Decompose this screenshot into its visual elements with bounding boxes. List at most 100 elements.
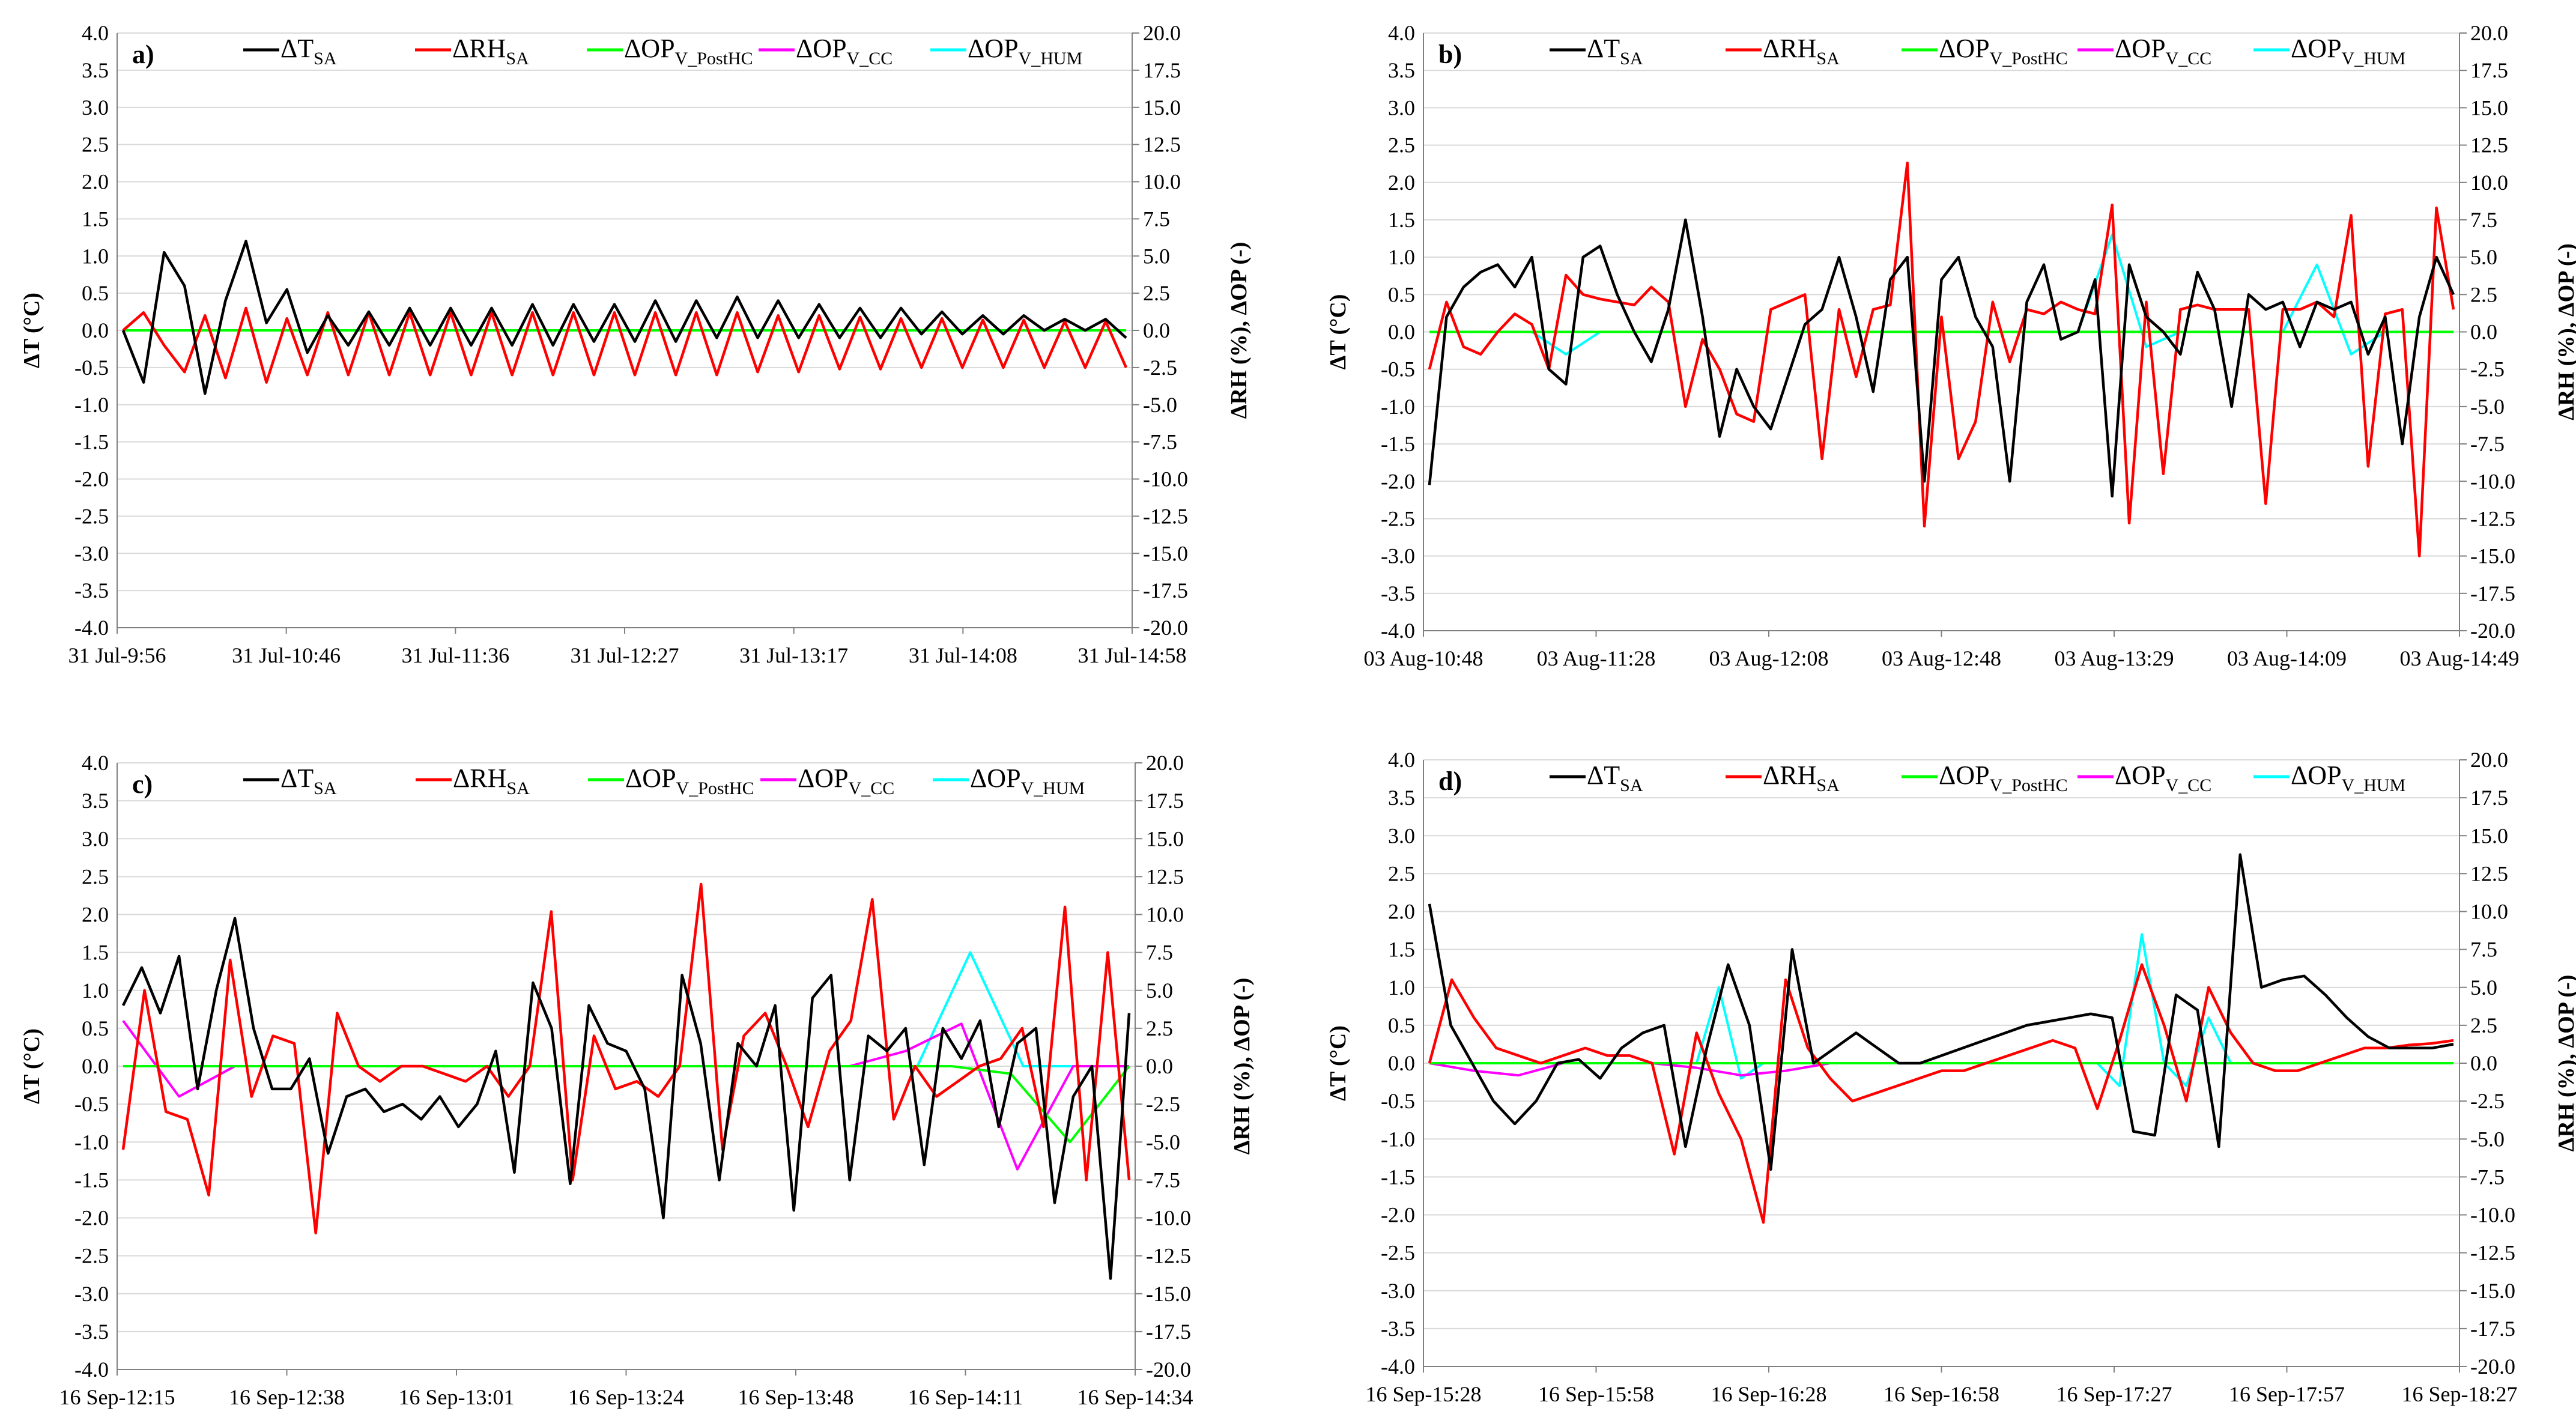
- y-tick-label: 3.5: [82, 58, 109, 82]
- y-tick-label: 0.5: [1388, 1013, 1415, 1037]
- y2-tick-label: -2.5: [1146, 1092, 1180, 1116]
- y2-tick-label: -10.0: [1143, 467, 1188, 491]
- y2-tick-label: -20.0: [1146, 1358, 1191, 1382]
- legend-entry: ΔOPV_HUM: [2291, 34, 2405, 68]
- y-tick-label: -2.0: [1381, 1203, 1415, 1227]
- y2-tick-label: 20.0: [1146, 751, 1184, 775]
- y-tick-label: -1.0: [74, 393, 109, 417]
- y-tick-label: 1.5: [1388, 208, 1415, 232]
- y-tick-label: 4.0: [1388, 748, 1415, 772]
- y-tick-label: 3.5: [82, 789, 109, 813]
- series-line-1: [1428, 853, 2454, 1171]
- y-tick-label: 1.0: [82, 978, 109, 1003]
- x-tick-label: 16 Sep-16:28: [1711, 1382, 1827, 1406]
- legend-entry: ΔTSA: [1587, 760, 1643, 795]
- y-tick-label: -4.0: [74, 616, 109, 640]
- y2-tick-label: 17.5: [2470, 58, 2508, 82]
- y-tick-label: -0.5: [74, 356, 109, 380]
- y-tick-label: 1.5: [1388, 938, 1415, 962]
- y2-tick-label: 10.0: [1146, 903, 1184, 927]
- y-tick-label: 1.0: [82, 244, 109, 268]
- y2-tick-label: -2.5: [2470, 357, 2505, 381]
- y-tick-label: 2.0: [82, 170, 109, 194]
- y2-tick-label: 12.5: [1146, 864, 1184, 888]
- y-axis-title: ΔT (°C): [1326, 1025, 1351, 1101]
- x-tick-label: 03 Aug-13:29: [2054, 646, 2174, 670]
- y2-tick-label: -15.0: [2470, 544, 2515, 568]
- x-tick-label: 16 Sep-16:58: [1884, 1382, 1999, 1406]
- y-tick-label: 3.0: [1388, 96, 1415, 120]
- x-tick-label: 16 Sep-14:11: [908, 1385, 1023, 1409]
- series-line-2: [1428, 963, 2454, 1224]
- y2-tick-label: 7.5: [2470, 938, 2497, 962]
- x-tick-label: 16 Sep-15:28: [1366, 1382, 1482, 1406]
- y-axis-title: ΔT (°C): [1326, 294, 1351, 370]
- x-tick-label: 03 Aug-12:08: [1709, 646, 1828, 670]
- y2-tick-label: 12.5: [2470, 133, 2508, 157]
- y-tick-label: 0.0: [82, 1054, 109, 1078]
- y2-tick-label: -2.5: [1143, 356, 1177, 380]
- y2-tick-label: 10.0: [1143, 170, 1181, 194]
- y2-tick-label: -5.0: [1146, 1130, 1180, 1154]
- y2-tick-label: 2.5: [2470, 282, 2497, 306]
- legend-entry: ΔOPV_CC: [798, 763, 894, 798]
- x-tick-label: 03 Aug-14:09: [2227, 646, 2347, 670]
- y-tick-label: -1.5: [1381, 1165, 1415, 1189]
- y2-axis-title: ΔRH (%), ΔOP (-): [2554, 975, 2576, 1152]
- y-tick-label: -1.0: [1381, 1127, 1415, 1151]
- y-tick-label: 0.5: [1388, 282, 1415, 306]
- y-tick-label: 1.0: [1388, 245, 1415, 269]
- panel-label: c): [132, 769, 153, 799]
- x-tick-label: 16 Sep-14:34: [1077, 1385, 1193, 1409]
- y2-axis-title: ΔRH (%), ΔOP (-): [1226, 242, 1252, 419]
- y2-tick-label: 15.0: [1146, 827, 1184, 851]
- y-tick-label: 2.0: [82, 903, 109, 927]
- x-tick-label: 31 Jul-14:58: [1077, 643, 1186, 667]
- y-tick-label: -2.5: [1381, 506, 1415, 530]
- y-tick-label: -2.0: [1381, 469, 1415, 493]
- y-tick-label: -2.5: [74, 504, 109, 528]
- y-tick-label: 1.5: [82, 941, 109, 965]
- y2-tick-label: -7.5: [1146, 1168, 1180, 1192]
- series-line-2: [121, 882, 1131, 1235]
- x-tick-label: 16 Sep-15:58: [1538, 1382, 1654, 1406]
- y2-tick-label: -17.5: [1146, 1320, 1191, 1344]
- x-tick-label: 16 Sep-13:48: [738, 1385, 854, 1409]
- y-tick-label: -2.0: [74, 467, 109, 491]
- y-tick-label: -3.5: [74, 578, 109, 602]
- y-tick-label: -1.5: [1381, 432, 1415, 456]
- y-tick-label: -2.5: [1381, 1241, 1415, 1265]
- y-axis-title: ΔT (°C): [19, 1028, 44, 1104]
- y-tick-label: 0.5: [82, 1016, 109, 1040]
- series-line-1: [1428, 218, 2455, 498]
- y2-tick-label: 0.0: [1146, 1054, 1173, 1078]
- x-tick-label: 16 Sep-18:27: [2402, 1382, 2518, 1406]
- y2-tick-label: -20.0: [2470, 619, 2515, 643]
- y2-tick-label: -15.0: [1143, 541, 1188, 565]
- legend-entry: ΔRHSA: [1763, 760, 1840, 795]
- y2-tick-label: 17.5: [2470, 786, 2508, 810]
- y-tick-label: 0.0: [1388, 320, 1415, 344]
- y-tick-label: -3.0: [1381, 544, 1415, 568]
- y2-tick-label: -10.0: [2470, 469, 2515, 493]
- y2-tick-label: 7.5: [1146, 941, 1173, 965]
- y-tick-label: 1.0: [1388, 975, 1415, 1000]
- y2-tick-label: 7.5: [2470, 208, 2497, 232]
- x-tick-label: 16 Sep-12:38: [229, 1385, 345, 1409]
- y2-tick-label: 12.5: [1143, 133, 1181, 157]
- y-tick-label: -3.5: [74, 1320, 109, 1344]
- y2-tick-label: 15.0: [1143, 96, 1181, 120]
- x-tick-label: 31 Jul-12:27: [570, 643, 679, 667]
- y2-tick-label: -12.5: [1143, 504, 1188, 528]
- x-tick-label: 16 Sep-17:57: [2229, 1382, 2345, 1406]
- y-tick-label: 2.0: [1388, 900, 1415, 924]
- y-tick-label: 0.0: [1388, 1051, 1415, 1075]
- x-tick-label: 16 Sep-13:24: [568, 1385, 684, 1409]
- legend-entry: ΔOPV_HUM: [970, 763, 1085, 798]
- legend-entry: ΔTSA: [1587, 34, 1643, 68]
- y2-tick-label: 2.5: [2470, 1013, 2497, 1037]
- y-tick-label: 3.5: [1388, 58, 1415, 82]
- y2-tick-label: -12.5: [2470, 1241, 2515, 1265]
- y-tick-label: 2.5: [82, 864, 109, 888]
- y2-tick-label: -7.5: [1143, 430, 1177, 454]
